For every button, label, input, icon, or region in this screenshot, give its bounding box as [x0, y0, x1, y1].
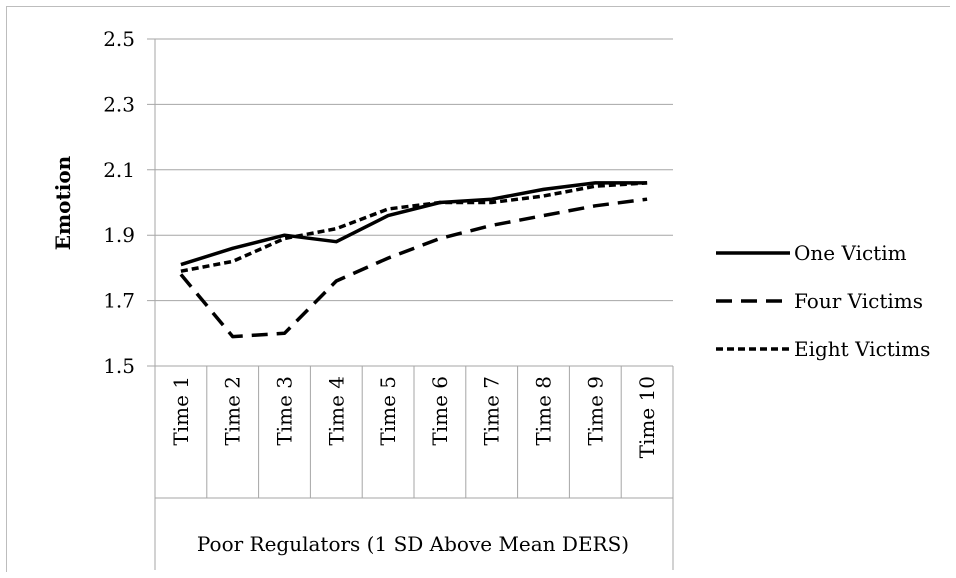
x-category-label: Time 5	[376, 376, 400, 446]
x-category-label: Time 7	[480, 376, 504, 446]
chart-frame	[6, 6, 950, 572]
x-group-label: Poor Regulators (1 SD Above Mean DERS)	[197, 532, 629, 556]
y-tick-label: 2.1	[103, 158, 135, 182]
x-category-label: Time 3	[273, 376, 297, 446]
series-lines	[179, 181, 648, 339]
x-category-label: Time 4	[324, 376, 348, 446]
x-category-label: Time 6	[428, 376, 452, 446]
y-axis-title: Emotion	[51, 155, 75, 250]
x-category-label: Time 9	[583, 376, 607, 446]
axes	[154, 39, 674, 570]
legend-label: Four Victims	[794, 289, 923, 313]
x-category-label: Time 2	[221, 376, 245, 446]
legend: One Victim Four Victims Eight Victims	[716, 241, 930, 361]
x-category-labels: Time 1 Time 2 Time 3 Time 4 Time 5 Time 6 Time…	[169, 376, 659, 458]
y-tick-label: 1.5	[103, 354, 135, 378]
y-tick-labels: 1.5 1.7 1.9 2.1 2.3 2.5	[103, 27, 135, 378]
legend-label: One Victim	[794, 241, 907, 265]
y-tick-label: 2.5	[103, 27, 135, 51]
y-tick-label: 1.7	[103, 289, 135, 313]
gridlines	[147, 38, 673, 367]
legend-label: Eight Victims	[794, 337, 930, 361]
y-tick-label: 2.3	[103, 92, 135, 116]
series-line	[179, 197, 648, 339]
series-line	[180, 181, 648, 267]
x-category-label: Time 1	[169, 376, 193, 446]
x-category-label: Time 10	[635, 376, 659, 458]
x-category-label: Time 8	[532, 376, 556, 446]
y-tick-label: 1.9	[103, 223, 135, 247]
series-line	[180, 181, 648, 273]
